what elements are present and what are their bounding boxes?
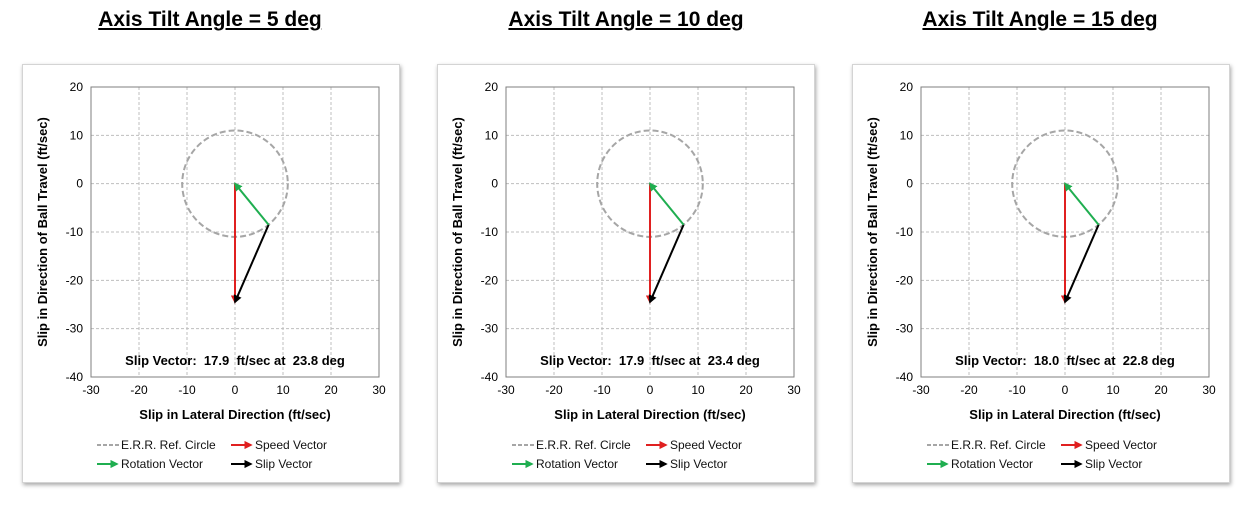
slip-vector — [1063, 224, 1100, 304]
legend-label-rotation: Rotation Vector — [536, 457, 618, 471]
y-tick-label: 0 — [76, 177, 83, 191]
y-tick-label: -10 — [66, 225, 84, 239]
x-tick-label: 10 — [1106, 383, 1120, 397]
x-tick-label: 30 — [372, 383, 386, 397]
y-tick-label: 10 — [485, 128, 499, 142]
y-tick-label: 20 — [900, 80, 914, 94]
y-tick-label: 0 — [906, 177, 913, 191]
x-tick-label: 20 — [1154, 383, 1168, 397]
x-tick-label: 30 — [1202, 383, 1216, 397]
x-tick-label: -20 — [545, 383, 563, 397]
legend-label-slip: Slip Vector — [1085, 457, 1142, 471]
x-tick-label: 0 — [647, 383, 654, 397]
y-axis-label: Slip in Direction of Ball Travel (ft/sec… — [35, 117, 50, 347]
x-tick-label: -10 — [593, 383, 611, 397]
x-tick-label: 0 — [1062, 383, 1069, 397]
x-tick-label: -20 — [130, 383, 148, 397]
y-tick-label: -30 — [481, 322, 499, 336]
legend-label-rotation: Rotation Vector — [121, 457, 203, 471]
x-tick-label: -10 — [1008, 383, 1026, 397]
legend-label-speed: Speed Vector — [1085, 438, 1157, 452]
y-axis-label: Slip in Direction of Ball Travel (ft/sec… — [865, 117, 880, 347]
y-tick-label: 20 — [70, 80, 84, 94]
y-axis-label: Slip in Direction of Ball Travel (ft/sec… — [450, 117, 465, 347]
legend-label-slip: Slip Vector — [670, 457, 727, 471]
chart-title-3: Axis Tilt Angle = 15 deg — [922, 8, 1158, 31]
legend-label-rotation: Rotation Vector — [951, 457, 1033, 471]
x-axis-label: Slip in Lateral Direction (ft/sec) — [969, 407, 1160, 422]
y-tick-label: -10 — [481, 225, 499, 239]
chart-title-1: Axis Tilt Angle = 5 deg — [98, 8, 322, 31]
chart-panel-2: -30 -20 -10 0 10 20 30 20 10 0 -10 -20 -30 -40 Slip in… — [437, 64, 815, 483]
plot-area-border — [505, 86, 795, 378]
y-tick-label: -10 — [896, 225, 914, 239]
legend-label-speed: Speed Vector — [255, 438, 327, 452]
y-tick-label: 10 — [900, 128, 914, 142]
plot-area-border — [920, 86, 1210, 378]
y-tick-label: -30 — [896, 322, 914, 336]
y-tick-label: 20 — [485, 80, 499, 94]
chart-panel-1: -30 -20 -10 0 10 20 30 20 10 0 -10 -20 -30 -40 Slip in… — [22, 64, 400, 483]
chart-panel-3: -30 -20 -10 0 10 20 30 20 10 0 -10 -20 -30 -40 Slip in… — [852, 64, 1230, 483]
y-tick-label: -40 — [481, 370, 499, 384]
chart-title-2: Axis Tilt Angle = 10 deg — [508, 8, 744, 31]
legend-label-circle: E.R.R. Ref. Circle — [121, 438, 216, 452]
x-tick-label: 10 — [691, 383, 705, 397]
x-tick-label: -30 — [912, 383, 930, 397]
y-tick-label: -40 — [66, 370, 84, 384]
x-tick-label: -20 — [960, 383, 978, 397]
plot-area-border — [90, 86, 380, 378]
slip-vector-annotation: Slip Vector: 17.9 ft/sec at 23.8 deg — [125, 353, 345, 368]
y-tick-label: -40 — [896, 370, 914, 384]
y-tick-label: -20 — [481, 273, 499, 287]
rotation-vector — [233, 182, 270, 226]
x-tick-label: 0 — [232, 383, 239, 397]
legend-label-circle: E.R.R. Ref. Circle — [536, 438, 631, 452]
legend-label-circle: E.R.R. Ref. Circle — [951, 438, 1046, 452]
y-tick-label: 10 — [70, 128, 84, 142]
x-axis-label: Slip in Lateral Direction (ft/sec) — [139, 407, 330, 422]
y-tick-label: -20 — [896, 273, 914, 287]
y-tick-label: 0 — [491, 177, 498, 191]
x-tick-label: 30 — [787, 383, 801, 397]
rotation-vector — [648, 182, 685, 226]
slip-vector-annotation: Slip Vector: 17.9 ft/sec at 23.4 deg — [540, 353, 760, 368]
x-tick-label: -30 — [497, 383, 515, 397]
x-tick-label: 20 — [739, 383, 753, 397]
slip-vector-annotation: Slip Vector: 18.0 ft/sec at 22.8 deg — [955, 353, 1175, 368]
y-tick-label: -30 — [66, 322, 84, 336]
x-tick-label: -30 — [82, 383, 100, 397]
legend-label-speed: Speed Vector — [670, 438, 742, 452]
y-tick-label: -20 — [66, 273, 84, 287]
x-tick-label: 20 — [324, 383, 338, 397]
slip-vector — [648, 224, 685, 304]
legend-label-slip: Slip Vector — [255, 457, 312, 471]
rotation-vector — [1063, 182, 1100, 226]
x-tick-label: -10 — [178, 383, 196, 397]
slip-vector — [233, 224, 270, 304]
x-axis-label: Slip in Lateral Direction (ft/sec) — [554, 407, 745, 422]
x-tick-label: 10 — [276, 383, 290, 397]
